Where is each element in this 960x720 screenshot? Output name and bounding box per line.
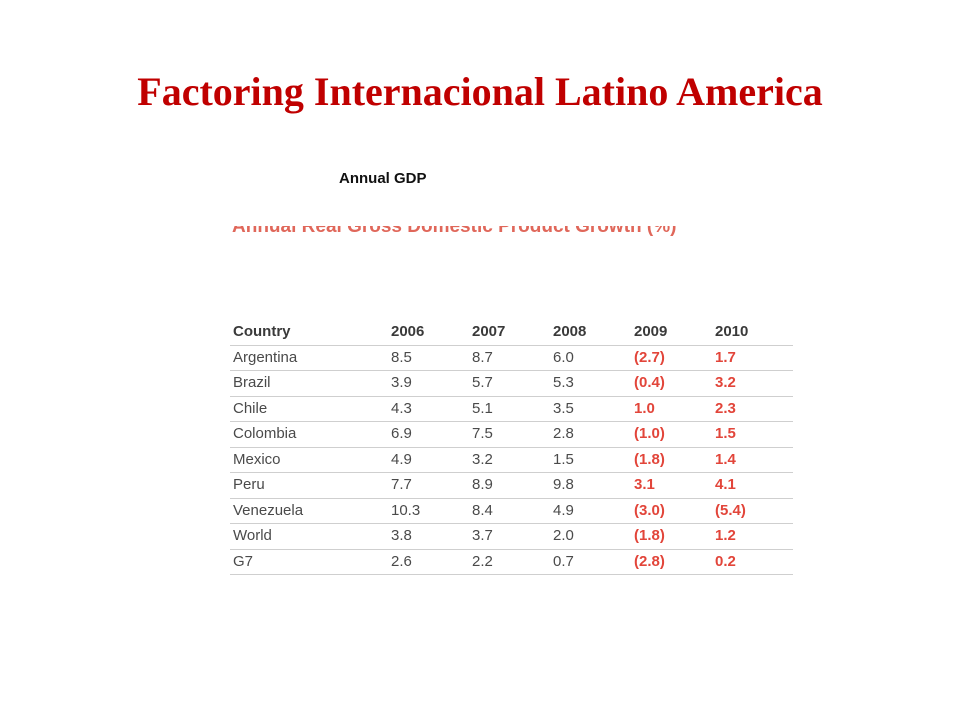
table-header-row: Country 2006 2007 2008 2009 2010 bbox=[230, 320, 793, 346]
value-cell: 5.7 bbox=[469, 370, 550, 397]
value-cell: 1.2 bbox=[712, 523, 793, 550]
column-header: 2008 bbox=[550, 320, 631, 346]
country-cell: Colombia bbox=[230, 421, 388, 448]
column-header: 2007 bbox=[469, 320, 550, 346]
value-cell: 4.9 bbox=[388, 447, 469, 473]
value-cell: (2.7) bbox=[631, 345, 712, 371]
value-cell: 3.2 bbox=[712, 370, 793, 397]
value-cell: (1.8) bbox=[631, 523, 712, 550]
value-cell: 4.9 bbox=[550, 498, 631, 524]
value-cell: 7.7 bbox=[388, 472, 469, 499]
country-cell: World bbox=[230, 523, 388, 550]
value-cell: 1.7 bbox=[712, 345, 793, 371]
value-cell: 7.5 bbox=[469, 421, 550, 448]
value-cell: (0.4) bbox=[631, 370, 712, 397]
value-cell: (3.0) bbox=[631, 498, 712, 524]
value-cell: 8.4 bbox=[469, 498, 550, 524]
value-cell: 10.3 bbox=[388, 498, 469, 524]
value-cell: 8.5 bbox=[388, 345, 469, 371]
value-cell: 4.1 bbox=[712, 472, 793, 499]
table-row: Argentina 8.5 8.7 6.0 (2.7) 1.7 bbox=[230, 345, 793, 371]
column-header: Country bbox=[230, 320, 388, 346]
value-cell: 3.8 bbox=[388, 523, 469, 550]
value-cell: 3.2 bbox=[469, 447, 550, 473]
table-row: Peru 7.7 8.9 9.8 3.1 4.1 bbox=[230, 472, 793, 499]
table-title: Annual Real Gross Domestic Product Growt… bbox=[232, 226, 694, 248]
country-cell: Mexico bbox=[230, 447, 388, 473]
table-row: Chile 4.3 5.1 3.5 1.0 2.3 bbox=[230, 396, 793, 422]
value-cell: (1.0) bbox=[631, 421, 712, 448]
value-cell: 2.8 bbox=[550, 421, 631, 448]
value-cell: 1.0 bbox=[631, 396, 712, 422]
value-cell: 8.7 bbox=[469, 345, 550, 371]
value-cell: 3.7 bbox=[469, 523, 550, 550]
slide-title: Factoring Internacional Latino America bbox=[137, 69, 823, 114]
value-cell: 1.5 bbox=[712, 421, 793, 448]
value-cell: 5.3 bbox=[550, 370, 631, 397]
table-row: Brazil 3.9 5.7 5.3 (0.4) 3.2 bbox=[230, 370, 793, 397]
country-cell: Brazil bbox=[230, 370, 388, 397]
value-cell: 0.2 bbox=[712, 549, 793, 575]
column-header: 2006 bbox=[388, 320, 469, 346]
table-body: Argentina 8.5 8.7 6.0 (2.7) 1.7 Brazil 3.9 5.7 5.… bbox=[230, 345, 793, 575]
country-cell: Chile bbox=[230, 396, 388, 422]
country-cell: Venezuela bbox=[230, 498, 388, 524]
value-cell: 6.0 bbox=[550, 345, 631, 371]
table-row: G7 2.6 2.2 0.7 (2.8) 0.2 bbox=[230, 549, 793, 575]
value-cell: 2.3 bbox=[712, 396, 793, 422]
value-cell: 1.5 bbox=[550, 447, 631, 473]
value-cell: 3.1 bbox=[631, 472, 712, 499]
value-cell: 3.9 bbox=[388, 370, 469, 397]
gdp-table: Country 2006 2007 2008 2009 2010 Argenti… bbox=[230, 320, 793, 575]
value-cell: 9.8 bbox=[550, 472, 631, 499]
value-cell: 2.6 bbox=[388, 549, 469, 575]
slide-subtitle: Annual GDP bbox=[339, 170, 427, 187]
country-cell: Argentina bbox=[230, 345, 388, 371]
value-cell: 2.2 bbox=[469, 549, 550, 575]
country-cell: G7 bbox=[230, 549, 388, 575]
value-cell: 8.9 bbox=[469, 472, 550, 499]
table-row: Venezuela 10.3 8.4 4.9 (3.0) (5.4) bbox=[230, 498, 793, 524]
value-cell: 1.4 bbox=[712, 447, 793, 473]
table-row: Colombia 6.9 7.5 2.8 (1.0) 1.5 bbox=[230, 421, 793, 448]
value-cell: 6.9 bbox=[388, 421, 469, 448]
table-row: World 3.8 3.7 2.0 (1.8) 1.2 bbox=[230, 523, 793, 550]
value-cell: (5.4) bbox=[712, 498, 793, 524]
table-title-text: Annual Real Gross Domestic Product Growt… bbox=[232, 226, 677, 237]
value-cell: (2.8) bbox=[631, 549, 712, 575]
value-cell: 2.0 bbox=[550, 523, 631, 550]
country-cell: Peru bbox=[230, 472, 388, 499]
value-cell: 4.3 bbox=[388, 396, 469, 422]
table-row: Mexico 4.9 3.2 1.5 (1.8) 1.4 bbox=[230, 447, 793, 473]
column-header: 2009 bbox=[631, 320, 712, 346]
value-cell: 0.7 bbox=[550, 549, 631, 575]
value-cell: 3.5 bbox=[550, 396, 631, 422]
value-cell: (1.8) bbox=[631, 447, 712, 473]
value-cell: 5.1 bbox=[469, 396, 550, 422]
column-header: 2010 bbox=[712, 320, 793, 346]
